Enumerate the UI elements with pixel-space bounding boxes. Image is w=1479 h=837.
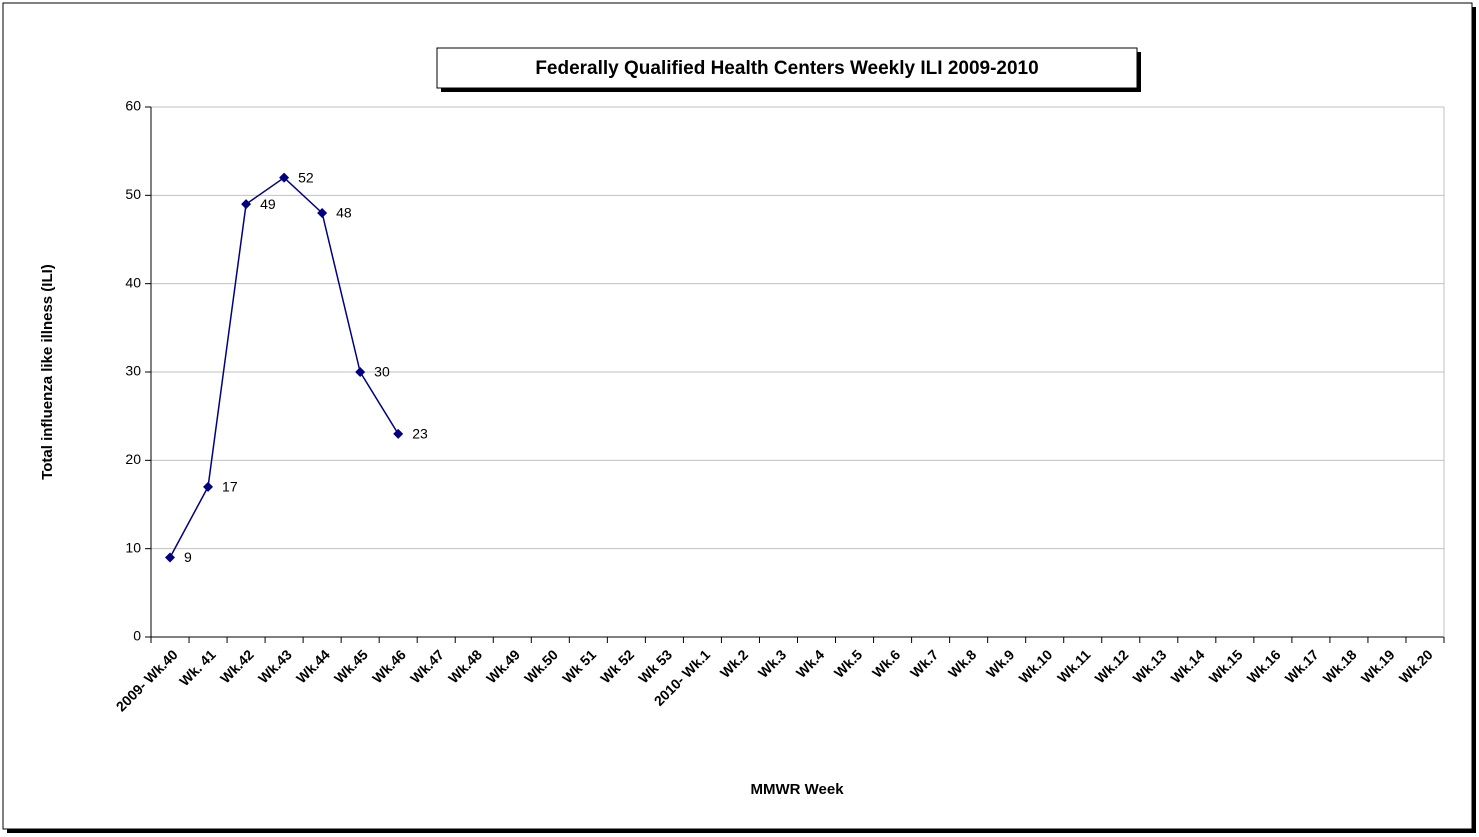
- x-axis-label: MMWR Week: [750, 781, 844, 798]
- y-tick-label: 40: [125, 274, 141, 290]
- data-point: [165, 552, 176, 563]
- data-label: 52: [298, 169, 314, 185]
- data-label: 49: [260, 196, 276, 212]
- data-label: 23: [412, 426, 428, 442]
- data-label: 48: [336, 205, 352, 221]
- data-point: [279, 172, 290, 183]
- y-tick-label: 0: [133, 628, 141, 644]
- chart-title: Federally Qualified Health Centers Weekl…: [535, 58, 1038, 79]
- y-tick-label: 50: [125, 186, 141, 202]
- y-tick-label: 20: [125, 451, 141, 467]
- data-point: [317, 208, 328, 218]
- data-point: [241, 199, 252, 210]
- data-point: [203, 481, 214, 492]
- y-tick-label: 30: [125, 363, 141, 379]
- data-point: [355, 367, 366, 377]
- data-label: 9: [184, 549, 192, 565]
- data-label: 17: [222, 479, 238, 495]
- y-tick-label: 10: [125, 539, 141, 555]
- data-point: [393, 428, 404, 439]
- data-label: 30: [374, 364, 390, 380]
- title-box: [436, 47, 1138, 89]
- y-axis-label: Total influenza like illness (ILI): [39, 264, 56, 480]
- y-tick-label: 60: [125, 98, 141, 114]
